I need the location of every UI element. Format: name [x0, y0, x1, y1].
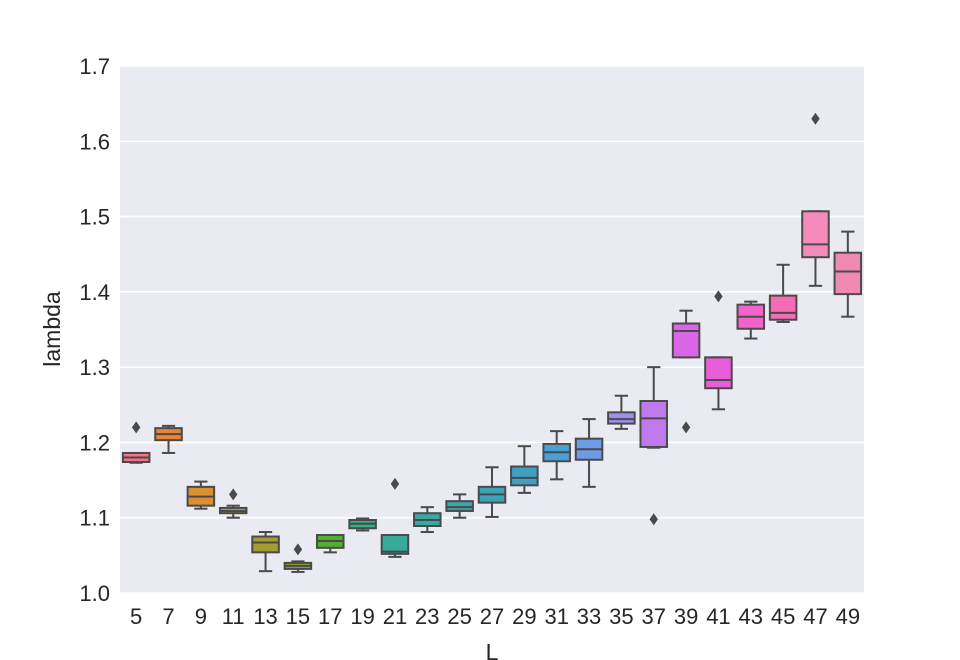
outlier-point [293, 543, 303, 556]
x-tick-labels: 5 7 9 11 13 15 17 19 21 23 25 27 29 31 33 35 37 39 41 43 45 4… [130, 604, 860, 629]
y-tick-label: 1.2 [79, 430, 110, 455]
outlier-point [681, 421, 691, 434]
outlier-point [811, 112, 820, 125]
x-tick-label: 17 [318, 604, 342, 629]
x-tick-label: 25 [447, 604, 471, 629]
y-tick-label: 1.3 [79, 355, 110, 380]
x-tick-label: 43 [739, 604, 763, 629]
box [639, 400, 669, 448]
x-tick-label: 29 [512, 604, 536, 629]
box [704, 356, 733, 390]
y-tick-label: 1.4 [79, 280, 110, 305]
x-tick-label: 19 [350, 604, 374, 629]
x-tick-label: 41 [706, 604, 730, 629]
x-tick-label: 9 [195, 604, 207, 629]
box [445, 500, 474, 512]
y-tick-label: 1.1 [79, 506, 110, 531]
x-tick-label: 45 [771, 604, 795, 629]
y-tick-label: 1.6 [79, 129, 110, 154]
x-tick-label: 33 [577, 604, 601, 629]
x-tick-label: 7 [162, 604, 174, 629]
box [833, 251, 863, 296]
x-tick-label: 27 [480, 604, 504, 629]
y-tick-labels: 1.0 1.1 1.2 1.3 1.4 1.5 1.6 1.7 [79, 54, 110, 606]
outlier-point [131, 421, 141, 434]
x-tick-label: 11 [222, 604, 245, 629]
outlier-point [229, 488, 238, 501]
y-tick-label: 1.5 [79, 205, 110, 230]
x-tick-label: 15 [286, 604, 310, 629]
x-tick-label: 31 [544, 604, 568, 629]
x-tick-label: 49 [836, 604, 860, 629]
outlier-point [390, 477, 400, 490]
y-tick-label: 1.0 [79, 581, 110, 606]
y-axis-label: lambda [39, 291, 65, 367]
box [607, 411, 636, 425]
x-axis-label: L [486, 639, 499, 660]
x-tick-label: 21 [383, 604, 407, 629]
x-tick-label: 39 [674, 604, 698, 629]
box [801, 210, 830, 259]
x-tick-label: 23 [415, 604, 439, 629]
x-tick-label: 37 [641, 604, 665, 629]
outlier-point [649, 513, 658, 526]
x-tick-label: 13 [253, 604, 277, 629]
x-tick-label: 5 [130, 604, 142, 629]
boxes [121, 210, 863, 570]
box [768, 294, 798, 321]
box [380, 534, 410, 555]
box [251, 535, 280, 554]
outliers [131, 112, 820, 556]
x-tick-label: 47 [803, 604, 827, 629]
box [510, 465, 539, 487]
box [671, 322, 701, 359]
x-tick-label: 35 [609, 604, 633, 629]
y-tick-label: 1.7 [79, 54, 110, 79]
outlier-point [714, 290, 723, 303]
